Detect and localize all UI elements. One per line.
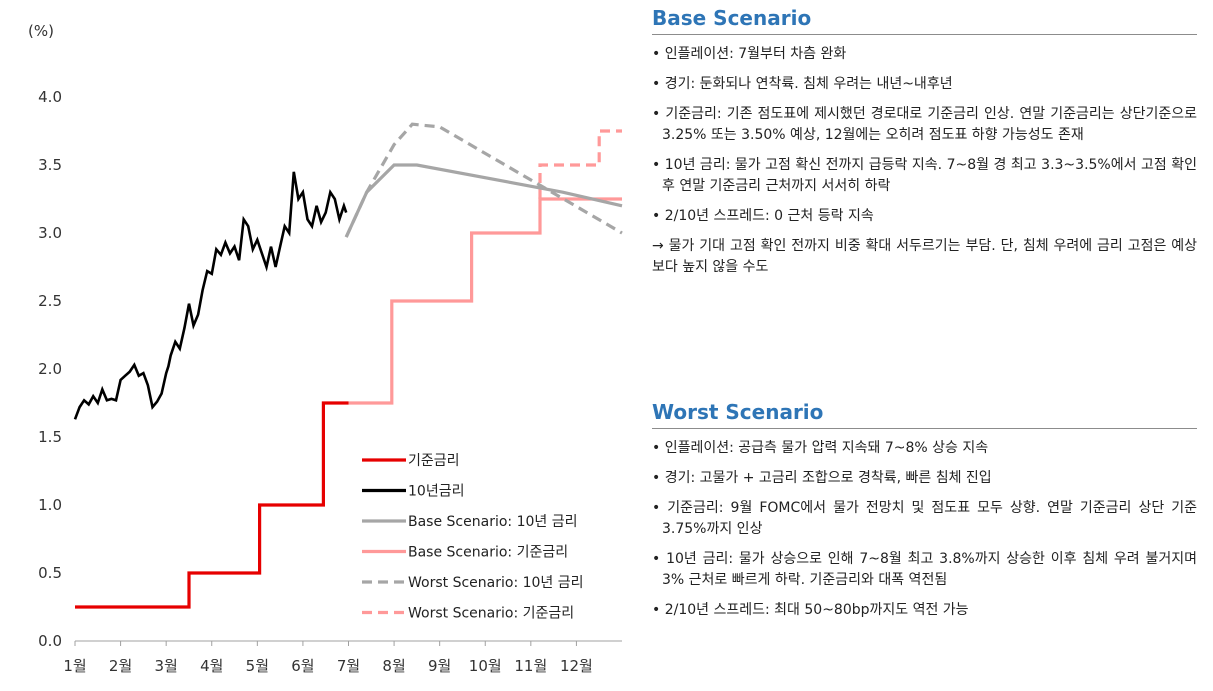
x-tick-label: 11월	[514, 657, 547, 675]
x-tick-label: 9월	[428, 657, 451, 675]
worst-item-policy-rate: • 기준금리: 9월 FOMC에서 물가 전망치 및 점도표 모두 상향. 연말…	[652, 500, 1197, 537]
series-line-0	[75, 401, 349, 609]
worst-item-inflation: • 인플레이션: 공급측 물가 압력 지속돼 7~8% 상승 지속	[652, 440, 989, 456]
x-tick-label: 1월	[63, 657, 86, 675]
base-scenario-panel: Base Scenario • 인플레이션: 7월부터 차츰 완화 • 경기: …	[652, 6, 1197, 278]
rate-chart: (%) 0.0 0.5 1.0 1.5 2.0 2.5 3.0 3.5 4.0 1월 2월 3월 4월 5월…	[28, 22, 623, 675]
x-tick-label: 4월	[200, 657, 223, 675]
x-tick-label: 2월	[109, 657, 132, 675]
y-tick-label: 3.5	[38, 156, 62, 174]
base-item-policy-rate: • 기준금리: 기존 점도표에 제시했던 경로대로 기준금리 인상. 연말 기준…	[652, 106, 1197, 143]
y-tick-label: 1.5	[38, 428, 62, 446]
legend-label: Base Scenario: 기준금리	[408, 545, 568, 561]
x-tick-label: 10월	[469, 657, 502, 675]
x-tick-label: 8월	[382, 657, 405, 675]
legend-label: Worst Scenario: 기준금리	[408, 606, 574, 622]
x-tick-label: 7월	[337, 657, 360, 675]
base-item-spread: • 2/10년 스프레드: 0 근처 등락 지속	[652, 208, 874, 224]
base-item-10y-rate: • 10년 금리: 물가 고점 확신 전까지 급등락 지속. 7~8월 경 최고…	[652, 157, 1197, 194]
worst-scenario-panel: Worst Scenario • 인플레이션: 공급측 물가 압력 지속돼 7~…	[652, 400, 1197, 621]
series-line-2	[344, 163, 623, 238]
x-tick-label: 5월	[246, 657, 269, 675]
y-tick-label: 2.5	[38, 292, 62, 310]
worst-scenario-list: • 인플레이션: 공급측 물가 압력 지속돼 7~8% 상승 지속 • 경기: …	[652, 438, 1197, 621]
series-line-4	[344, 122, 623, 238]
legend-label: Worst Scenario: 10년 금리	[408, 575, 584, 591]
base-scenario-list: • 인플레이션: 7월부터 차츰 완화 • 경기: 둔화되나 연착륙. 침체 우…	[652, 44, 1197, 278]
base-item-inflation: • 인플레이션: 7월부터 차츰 완화	[652, 46, 847, 62]
series-line-3	[348, 197, 622, 405]
worst-scenario-title: Worst Scenario	[652, 400, 1197, 429]
y-tick-label: 3.0	[38, 224, 62, 242]
y-tick-label: 1.0	[38, 496, 62, 514]
y-tick-label: 0.5	[38, 564, 62, 582]
base-item-conclusion: → 물가 기대 고점 확인 전까지 비중 확대 서두르기는 부담. 단, 침체 …	[652, 238, 1197, 275]
x-tick-label: 6월	[291, 657, 314, 675]
legend-label: Base Scenario: 10년 금리	[408, 514, 577, 530]
y-axis-unit-label: (%)	[28, 22, 54, 40]
y-tick-label: 2.0	[38, 360, 62, 378]
worst-item-economy: • 경기: 고물가 + 고금리 조합으로 경착륙, 빠른 침체 진입	[652, 470, 992, 486]
x-tick-label: 12월	[560, 657, 593, 675]
base-item-economy: • 경기: 둔화되나 연착륙. 침체 우려는 내년~내후년	[652, 76, 953, 92]
worst-item-10y-rate: • 10년 금리: 물가 상승으로 인해 7~8월 최고 3.8%까지 상승한 …	[652, 551, 1197, 588]
worst-item-spread: • 2/10년 스프레드: 최대 50~80bp까지도 역전 가능	[652, 602, 969, 618]
series-line-1	[73, 171, 348, 420]
y-tick-label: 0.0	[38, 632, 62, 650]
base-scenario-title: Base Scenario	[652, 6, 1197, 35]
legend-label: 기준금리	[408, 453, 460, 469]
legend-label: 10년금리	[408, 484, 464, 500]
y-tick-label: 4.0	[38, 88, 62, 106]
x-tick-label: 3월	[154, 657, 177, 675]
series-line-5	[538, 129, 622, 199]
